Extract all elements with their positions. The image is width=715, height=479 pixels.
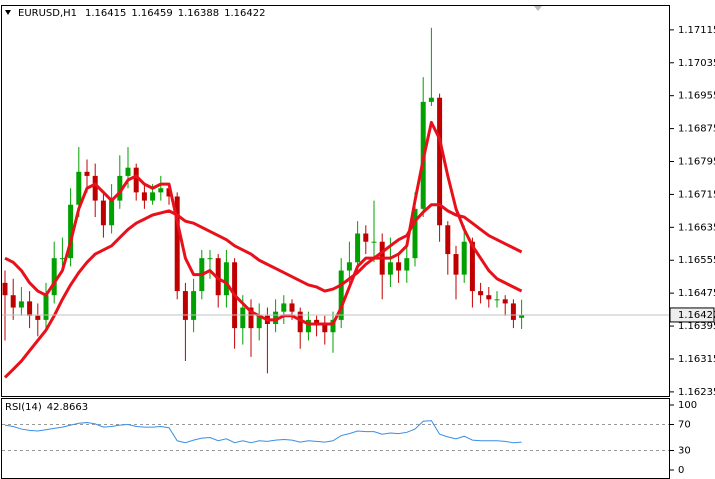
candle-body [223,262,229,296]
y-tick-label: 1.16315 [678,354,715,365]
candle-body [338,270,344,320]
menu-icon[interactable] [5,10,11,15]
candle-body [346,262,352,271]
candle-body [43,295,49,320]
candle-body [428,97,434,102]
moving-average [3,203,523,379]
y-tick-label: 1.16875 [678,124,715,135]
candle-body [387,262,393,275]
candle-body [281,303,287,312]
candle-body [453,254,459,275]
y-tick-label: 1.16715 [678,189,715,200]
y-tick-label: 1.16955 [678,91,715,102]
y-tick-label: 30 [678,446,691,457]
rsi-value: 42.8663 [47,402,88,413]
candle-body [404,258,410,271]
y-tick-label: 1.16395 [678,321,715,332]
main-pane [1,5,670,397]
candle-body [76,171,82,205]
candle-body [437,97,443,226]
candle-body [502,299,508,304]
chart-title: EURUSD,H1 [18,8,77,19]
candle-body [322,324,328,333]
candle-body [109,200,115,226]
candle-body [100,200,106,226]
candle-body [445,225,451,255]
candle-body [182,291,188,320]
candle-body [84,171,90,176]
candle-body [141,192,147,201]
y-tick-label: 1.16635 [678,222,715,233]
candle-body [125,167,131,176]
candle-body [166,188,172,197]
price-label-box [669,307,715,323]
candle-body [59,258,65,260]
candle-body [519,314,525,318]
candle-body [355,233,361,263]
candle-body [27,301,33,316]
main-chart: 1.16235 1.16315 1.16395 1.16475 1.16555 1.166… [2,25,715,398]
price-label: 1.16422 [678,310,715,321]
candle-body [396,262,402,271]
candle-body [256,315,262,329]
candle-body [174,196,180,292]
candle-body [412,208,418,259]
candle-body [486,295,492,300]
candle-body [18,301,24,308]
shift-marker [534,6,542,11]
candle-body [289,303,295,312]
candle-body [35,315,41,320]
candle-body [363,233,369,242]
candle-body [150,192,156,201]
rsi-chart: 0 30 70 100 [2,400,697,476]
y-tick-label: 1.16235 [678,387,715,398]
y-tick-label: 1.16475 [678,288,715,299]
y-tick-label: 70 [678,420,691,431]
candle-body [478,291,484,296]
y-tick-label: 1.16555 [678,255,715,266]
candle-body [305,319,311,333]
ohlc-value: 1.16459 [131,8,172,19]
candle-body [51,258,57,296]
rsi-title: RSI(14) [5,402,42,413]
y-tick-label: 100 [678,400,697,411]
candle-body [510,303,516,320]
candle-body [240,307,246,329]
candle-body [10,295,16,308]
candle-body [330,319,336,333]
y-tick-label: 1.17115 [678,25,715,36]
ohlc-value: 1.16415 [85,8,126,19]
y-tick-label: 1.17035 [678,58,715,69]
candle-body [297,311,303,333]
candle-body [461,241,467,275]
candle-body [158,188,164,193]
rsi-line [4,420,522,444]
moving-average [4,120,523,326]
candle-body [248,307,254,329]
candle-body [469,241,475,292]
candle-body [191,291,197,320]
ohlc-value: 1.16388 [178,8,219,19]
candle-body [314,319,320,325]
candle-body [68,204,74,259]
y-tick-label: 0 [678,465,684,476]
candle-body [92,175,98,201]
candle-body [273,311,279,325]
candle-body [2,282,8,296]
ohlc-value: 1.16422 [224,8,265,19]
candle-body [133,167,139,193]
y-tick-label: 1.16795 [678,157,715,168]
candle-body [117,175,123,201]
candle-body [494,299,500,301]
candle-body [371,241,377,243]
candle-body [207,258,213,260]
